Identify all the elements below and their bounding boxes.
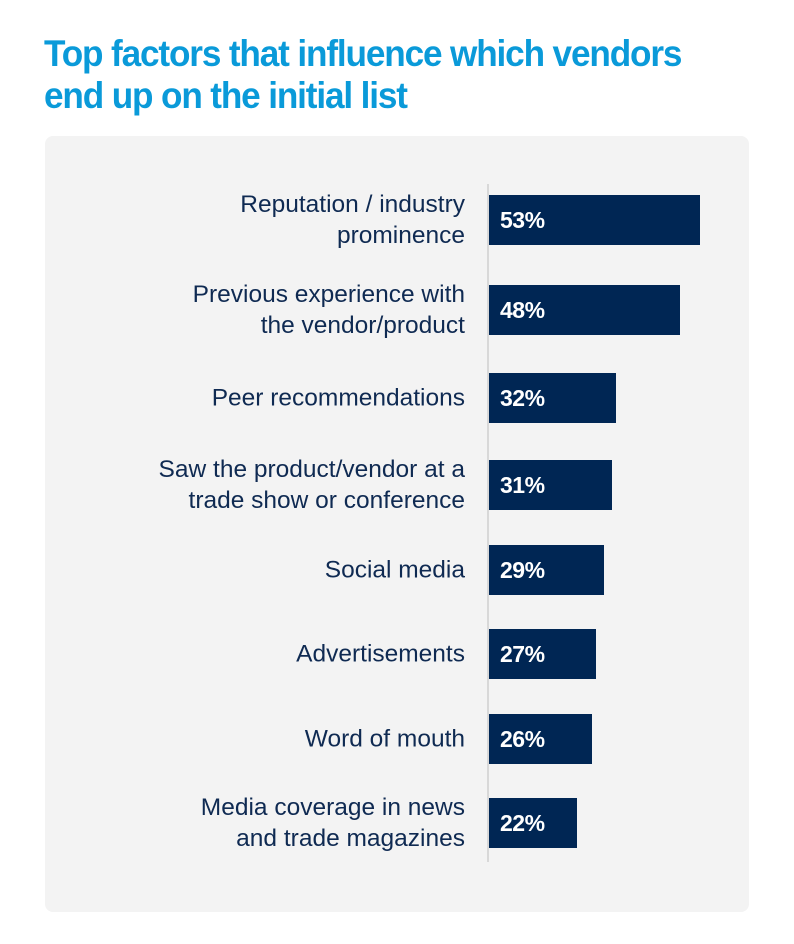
bar: 31% <box>489 460 613 510</box>
bar-row: Peer recommendations 32% <box>0 373 794 423</box>
value-label: 32% <box>500 385 545 411</box>
bar-row: Reputation / industry prominence 53% <box>0 191 794 249</box>
y-axis-line <box>487 184 489 862</box>
bar: 27% <box>489 629 597 679</box>
category-label: Advertisements <box>296 640 465 668</box>
bar-row: Social media 29% <box>0 545 794 595</box>
bar: 48% <box>489 285 681 335</box>
bar: 53% <box>489 195 700 245</box>
category-label: Social media <box>324 556 465 584</box>
bar-row: Advertisements 27% <box>0 629 794 679</box>
bar: 29% <box>489 545 605 595</box>
value-label: 22% <box>500 810 545 836</box>
bar: 26% <box>489 714 593 764</box>
bar-row: Media coverage in news and trade magazin… <box>0 794 794 852</box>
category-label: Previous experience with the vendor/prod… <box>192 281 465 339</box>
category-label: Reputation / industry prominence <box>240 191 465 249</box>
bar-row: Word of mouth 26% <box>0 714 794 764</box>
category-label: Saw the product/vendor at a trade show o… <box>158 456 465 514</box>
bar-row: Previous experience with the vendor/prod… <box>0 281 794 339</box>
value-label: 27% <box>500 641 545 667</box>
value-label: 53% <box>500 207 545 233</box>
category-label: Word of mouth <box>304 725 465 753</box>
category-label: Peer recommendations <box>211 384 465 412</box>
value-label: 31% <box>500 472 545 498</box>
value-label: 26% <box>500 726 545 752</box>
chart-panel <box>45 136 749 912</box>
bar: 32% <box>489 373 617 423</box>
bar: 22% <box>489 798 577 848</box>
bar-row: Saw the product/vendor at a trade show o… <box>0 456 794 514</box>
value-label: 29% <box>500 557 545 583</box>
value-label: 48% <box>500 297 545 323</box>
category-label: Media coverage in news and trade magazin… <box>200 794 465 852</box>
chart-title: Top factors that influence which vendors… <box>44 33 682 116</box>
